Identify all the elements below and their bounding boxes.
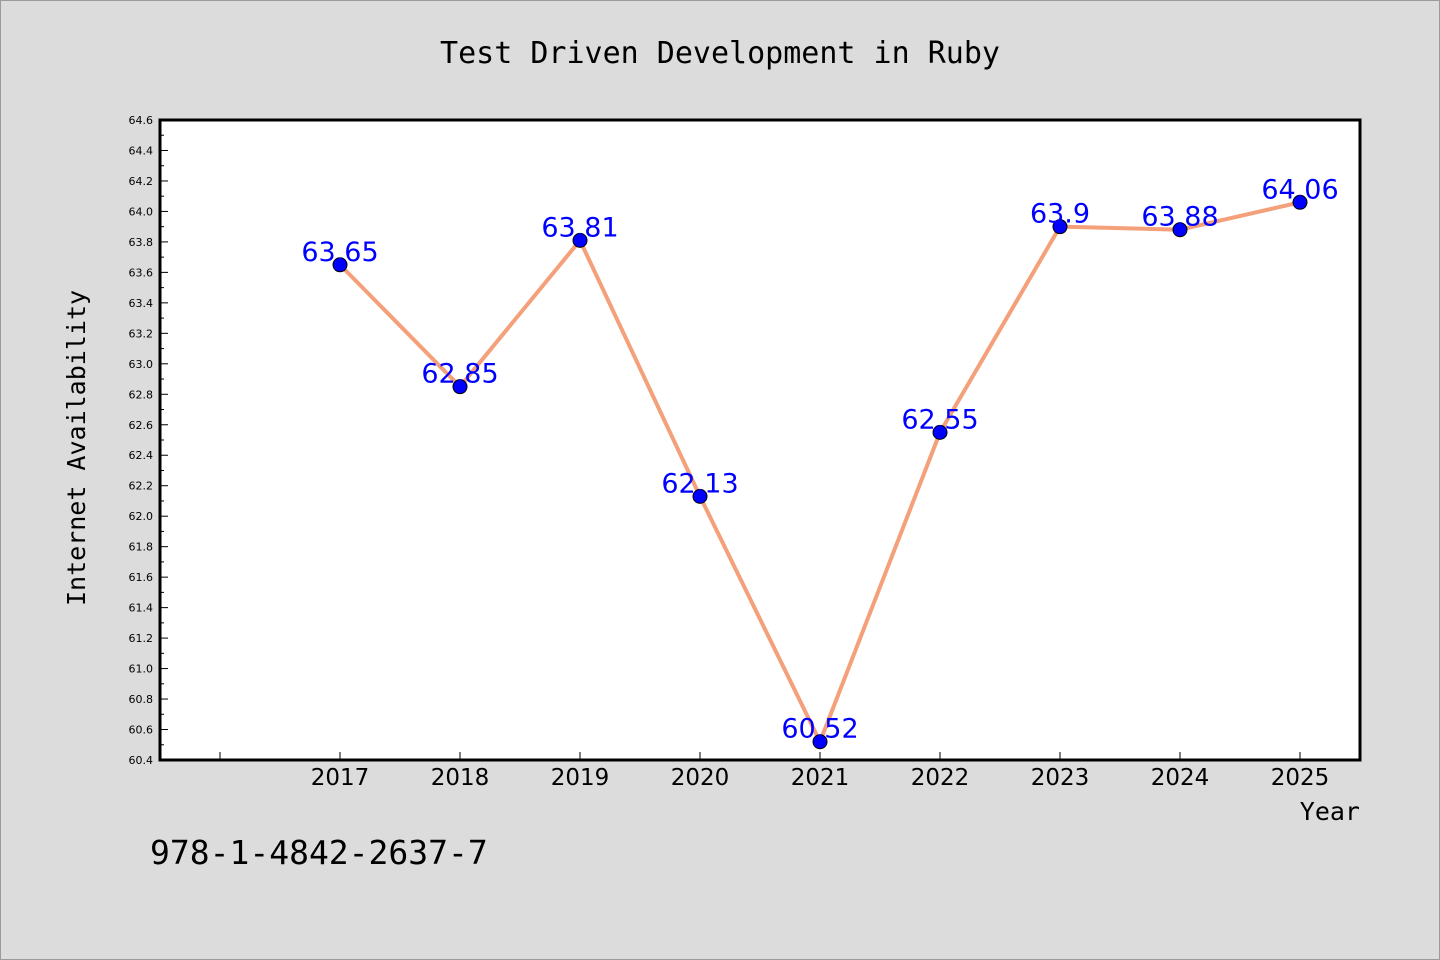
y-tick-label: 64.0 <box>129 205 154 218</box>
y-tick-label: 63.6 <box>129 266 154 279</box>
x-tick-label: 2024 <box>1151 765 1210 791</box>
y-tick-label: 62.8 <box>129 388 154 401</box>
y-tick-label: 61.0 <box>129 663 154 676</box>
data-label: 62.55 <box>901 404 978 435</box>
data-label: 62.13 <box>661 468 738 499</box>
x-tick-label: 2025 <box>1271 765 1330 791</box>
y-tick-label: 60.6 <box>129 724 154 737</box>
data-label: 63.88 <box>1141 202 1218 233</box>
y-tick-label: 63.2 <box>129 327 154 340</box>
x-tick-label: 2021 <box>791 765 850 791</box>
data-point <box>572 232 588 248</box>
data-label: 63.81 <box>541 212 618 243</box>
y-tick-label: 64.2 <box>129 175 154 188</box>
x-axis-label: Year <box>1300 797 1360 826</box>
y-tick-label: 62.0 <box>129 510 154 523</box>
data-point <box>1292 194 1308 210</box>
data-point <box>1172 222 1188 238</box>
data-label: 62.85 <box>421 359 498 390</box>
data-label: 63.9 <box>1030 199 1090 230</box>
y-axis: 60.4 60.6 60.8 61.0 61.2 61.4 61.6 61.8 62.0 62.2… <box>129 114 168 767</box>
isbn-footer: 978-1-4842-2637-7 <box>150 833 488 872</box>
y-tick-label: 63.4 <box>129 297 154 310</box>
data-point <box>332 257 348 273</box>
x-tick-label: 2019 <box>551 765 610 791</box>
data-label: 64.06 <box>1261 174 1338 205</box>
y-tick-label: 64.4 <box>129 144 154 157</box>
y-tick-label: 62.4 <box>129 449 154 462</box>
y-axis-label: Internet Availability <box>62 290 91 606</box>
y-tick-label: 60.4 <box>129 754 154 767</box>
x-tick-label: 2017 <box>311 765 370 791</box>
y-tick-label: 61.2 <box>129 632 154 645</box>
data-label: 63.65 <box>301 237 378 268</box>
y-tick-label: 60.8 <box>129 693 154 706</box>
x-tick-label: 2020 <box>671 765 730 791</box>
x-tick-label: 2018 <box>431 765 490 791</box>
data-label: 60.52 <box>781 714 858 745</box>
data-labels: 63.65 62.85 63.81 62.13 60.52 62.55 63.9 63.88 6… <box>301 174 1338 744</box>
data-point <box>932 424 948 440</box>
data-point <box>692 488 708 504</box>
x-axis: 2017 2018 2019 2020 2021 2022 2023 2024 2025 <box>219 752 1330 791</box>
y-tick-label: 61.6 <box>129 571 154 584</box>
plot-area <box>158 118 1362 762</box>
y-tick-label: 64.6 <box>129 114 154 127</box>
data-point <box>812 734 828 750</box>
x-tick-label: 2023 <box>1031 765 1090 791</box>
y-tick-label: 62.2 <box>129 480 154 493</box>
chart-title: Test Driven Development in Ruby <box>440 36 1000 71</box>
y-tick-label: 63.0 <box>129 358 154 371</box>
data-markers <box>332 194 1308 750</box>
data-point <box>452 379 468 395</box>
y-tick-label: 62.6 <box>129 419 154 432</box>
y-tick-label: 61.8 <box>129 541 154 554</box>
y-tick-label: 61.4 <box>129 602 154 615</box>
y-tick-label: 63.8 <box>129 236 154 249</box>
data-point <box>1052 219 1068 235</box>
x-tick-label: 2022 <box>911 765 970 791</box>
